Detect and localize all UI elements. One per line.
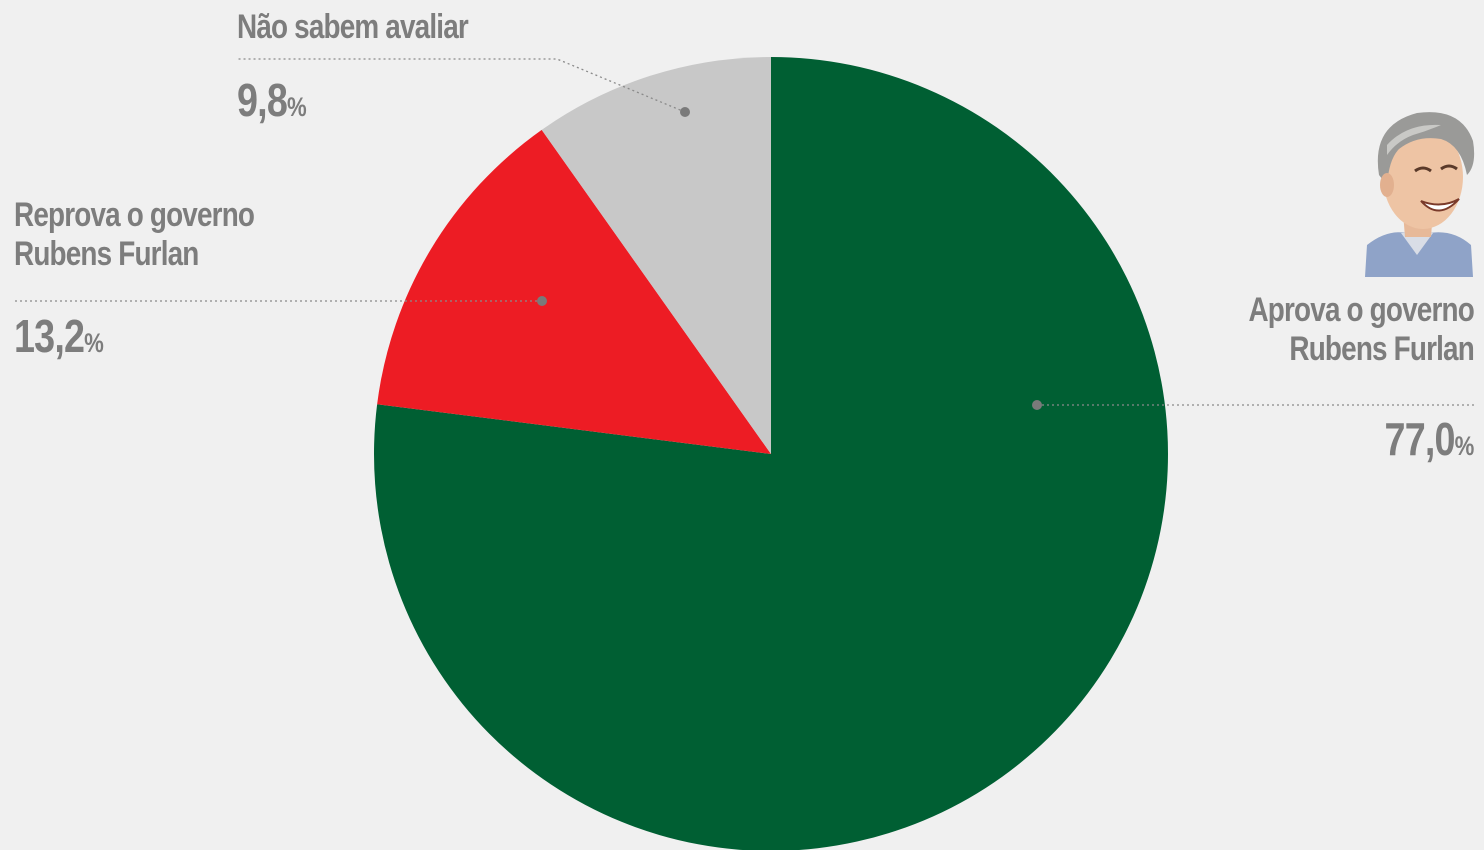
label-reprova: Reprova o governo Rubens Furlan 13,2%: [14, 196, 307, 362]
slice-value-nao-sabem-number: 9,8: [237, 74, 288, 126]
portrait-face: [1383, 125, 1463, 229]
slice-label-reprova-line2: Rubens Furlan: [14, 235, 199, 274]
slice-label-aprova-line1: Aprova o governo: [1248, 291, 1475, 329]
portrait-hair-highlight: [1387, 124, 1441, 155]
slice-value-reprova-unit: %: [84, 328, 104, 358]
slice-label-reprova-line1: Reprova o governo: [14, 196, 255, 234]
pie-slice-aprova: [373, 57, 1168, 850]
slice-value-aprova-number: 77,0: [1384, 413, 1456, 465]
pie-slice-reprova: [377, 129, 771, 454]
portrait-hair: [1377, 112, 1475, 185]
leader-dot-aprova: [1032, 400, 1042, 410]
leader-dot-reprova: [537, 296, 547, 306]
portrait-smile: [1420, 198, 1460, 212]
label-aprova: Aprova o governo Rubens Furlan 77,0%: [1199, 291, 1475, 465]
leader-dot-nao-sabem: [680, 107, 690, 117]
slice-value-reprova: 13,2%: [14, 310, 104, 363]
slice-value-nao-sabem-unit: %: [286, 92, 307, 122]
slice-value-reprova-number: 13,2: [14, 310, 85, 362]
slice-label-aprova-line2: Rubens Furlan: [1289, 330, 1474, 369]
portrait-eye-right: [1440, 164, 1458, 171]
leader-line-nao-sabem: [237, 58, 686, 113]
slice-value-aprova: 77,0%: [1384, 413, 1475, 466]
slice-value-nao-sabem: 9,8%: [237, 74, 307, 127]
slice-value-aprova-unit: %: [1455, 431, 1475, 461]
portrait-collar: [1401, 233, 1433, 255]
label-nao-sabem: Não sabem avaliar 9,8%: [237, 8, 519, 126]
portrait-eye-left: [1414, 166, 1432, 173]
portrait-ear: [1380, 173, 1394, 197]
caricature-portrait: [1365, 112, 1475, 277]
pie-slice-nao-sabem: [541, 57, 771, 454]
portrait-shirt: [1365, 232, 1473, 277]
slice-label-nao-sabem-line1: Não sabem avaliar: [237, 8, 469, 46]
